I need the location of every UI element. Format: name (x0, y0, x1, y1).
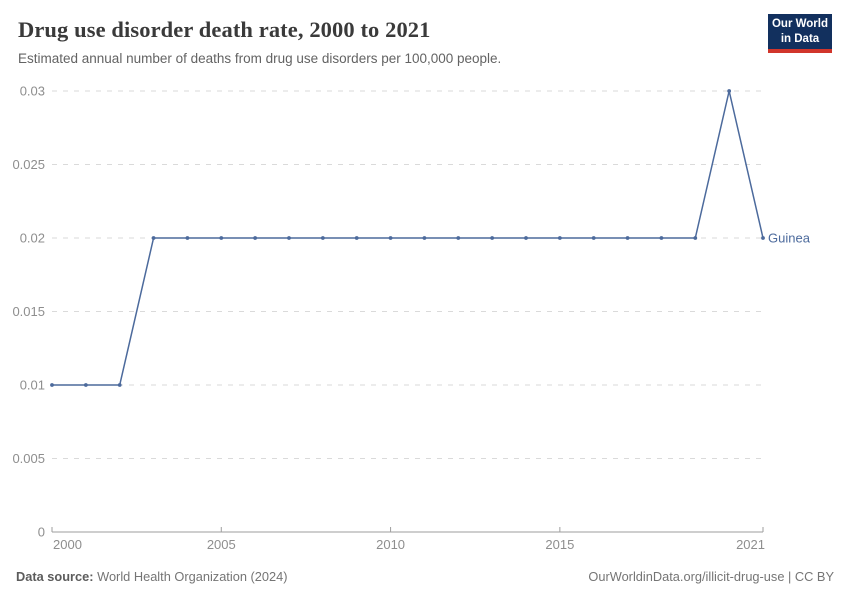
data-source-value: World Health Organization (2024) (97, 569, 288, 584)
data-point[interactable] (117, 383, 122, 387)
data-point[interactable] (591, 236, 596, 240)
data-point[interactable] (320, 236, 325, 240)
x-tick-label: 2021 (736, 537, 765, 552)
data-point[interactable] (490, 236, 495, 240)
data-point[interactable] (151, 236, 156, 240)
data-point[interactable] (388, 236, 393, 240)
data-point[interactable] (761, 236, 765, 240)
credit-link[interactable]: OurWorldinData.org/illicit-drug-use | CC… (588, 569, 834, 584)
data-point[interactable] (524, 236, 528, 240)
owid-logo[interactable]: Our World in Data (768, 14, 832, 53)
owid-logo-line2: in Data (780, 32, 820, 45)
x-tick-label: 2000 (53, 537, 82, 552)
x-tick-label: 2015 (545, 537, 574, 552)
data-point[interactable] (83, 383, 88, 387)
data-point[interactable] (50, 383, 54, 387)
series-line-guinea (52, 90, 764, 386)
chart-title: Drug use disorder death rate, 2000 to 20… (18, 17, 431, 42)
x-tick-label: 2010 (376, 537, 405, 552)
x-tick-label: 2005 (207, 537, 236, 552)
chart-subtitle: Estimated annual number of deaths from d… (18, 51, 502, 66)
chart-footer: Data source: World Health Organization (… (16, 569, 834, 584)
y-tick-label: 0.03 (20, 84, 45, 99)
data-point[interactable] (219, 236, 224, 240)
data-point[interactable] (354, 236, 359, 240)
data-point[interactable] (456, 236, 461, 240)
y-tick-label: 0.015 (12, 304, 45, 319)
data-source-label: Data source: (16, 569, 94, 584)
y-tick-label: 0.025 (12, 157, 45, 172)
data-point[interactable] (659, 236, 664, 240)
data-point[interactable] (557, 236, 562, 240)
data-point[interactable] (625, 236, 630, 240)
data-point[interactable] (287, 236, 291, 240)
series-label-guinea[interactable]: Guinea (768, 231, 811, 246)
data-point[interactable] (422, 236, 427, 240)
data-point[interactable] (727, 89, 732, 93)
y-tick-label: 0 (38, 525, 45, 540)
y-tick-label: 0.01 (20, 378, 45, 393)
data-point[interactable] (253, 236, 258, 240)
owid-logo-line1: Our World (771, 18, 828, 30)
chart-header: Drug use disorder death rate, 2000 to 20… (18, 16, 750, 66)
y-tick-label: 0.02 (20, 231, 45, 246)
data-source: Data source: World Health Organization (… (16, 569, 288, 584)
data-point[interactable] (693, 236, 698, 240)
y-tick-label: 0.005 (12, 451, 45, 466)
data-point[interactable] (185, 236, 190, 240)
